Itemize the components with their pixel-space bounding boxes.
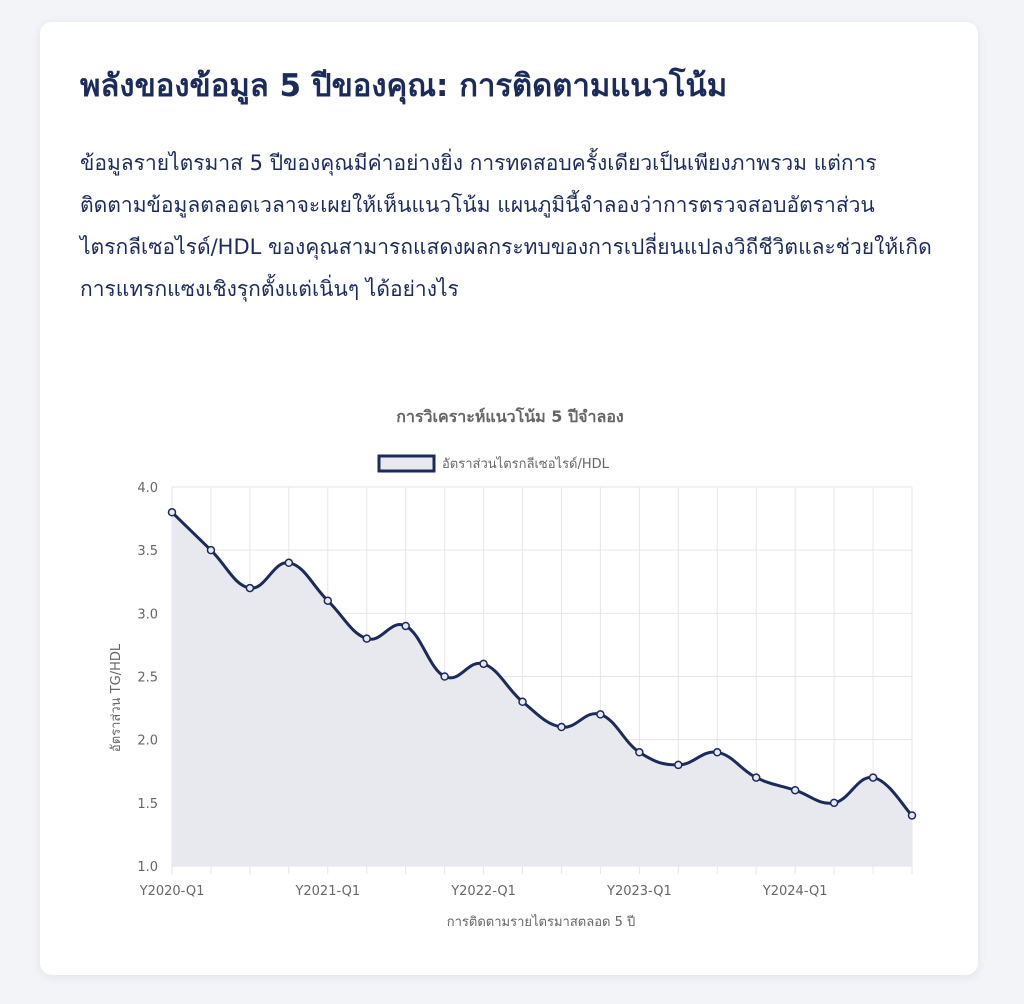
trend-line-chart: การวิเคราะห์แนวโน้ม 5 ปีจำลอง อัตราส่วนไ… — [109, 406, 917, 930]
data-point — [440, 672, 449, 681]
data-point — [713, 748, 722, 757]
data-point — [323, 596, 333, 605]
y-tick-label: 1.0 — [137, 860, 158, 875]
data-point — [206, 545, 216, 555]
legend-label: อัตราส่วนไตรกลีเซอไรด์/HDL — [442, 456, 610, 472]
x-tick-label: Y2023-Q1 — [606, 884, 672, 899]
x-axis-title: การติดตามรายไตรมาสตลอด 5 ปี — [447, 914, 635, 930]
data-point — [401, 621, 410, 631]
y-tick-label: 4.0 — [137, 481, 158, 496]
y-tick-label: 1.5 — [137, 797, 158, 812]
series-area — [172, 512, 912, 866]
y-tick-label: 2.5 — [137, 671, 158, 686]
x-tick-label: Y2022-Q1 — [450, 884, 516, 899]
series-line — [170, 511, 914, 817]
y-axis-title: อัตราส่วน TG/HDL — [109, 643, 124, 752]
data-point — [167, 508, 177, 517]
data-point — [596, 710, 605, 719]
data-point — [284, 558, 294, 568]
data-point — [362, 634, 371, 643]
data-point — [557, 722, 566, 732]
y-tick-label: 3.5 — [137, 544, 158, 559]
chart-legend[interactable]: อัตราส่วนไตรกลีเซอไรด์/HDL — [377, 454, 610, 473]
content-card: พลังของข้อมูล 5 ปีของคุณ: การติดตามแนวโน… — [40, 22, 978, 975]
data-point — [245, 583, 255, 593]
data-point — [635, 748, 644, 757]
x-tick-label: Y2020-Q1 — [139, 884, 205, 899]
data-point — [674, 760, 683, 770]
data-point — [829, 798, 839, 808]
x-tick-label: Y2021-Q1 — [294, 884, 360, 899]
data-point — [790, 785, 800, 795]
data-point — [868, 773, 878, 782]
page-heading: พลังของข้อมูล 5 ปีของคุณ: การติดตามแนวโน… — [80, 68, 728, 104]
data-point — [751, 773, 761, 782]
y-tick-label: 3.0 — [137, 607, 158, 622]
data-point — [907, 811, 917, 820]
legend-swatch — [377, 454, 436, 473]
x-tick-label: Y2024-Q1 — [762, 884, 828, 899]
y-tick-label: 2.0 — [137, 734, 158, 749]
chart-title: การวิเคราะห์แนวโน้ม 5 ปีจำลอง — [396, 406, 623, 426]
data-point — [518, 697, 527, 707]
data-point — [479, 659, 488, 669]
intro-paragraph: ข้อมูลรายไตรมาส 5 ปีของคุณมีค่าอย่างยิ่ง… — [80, 151, 932, 301]
